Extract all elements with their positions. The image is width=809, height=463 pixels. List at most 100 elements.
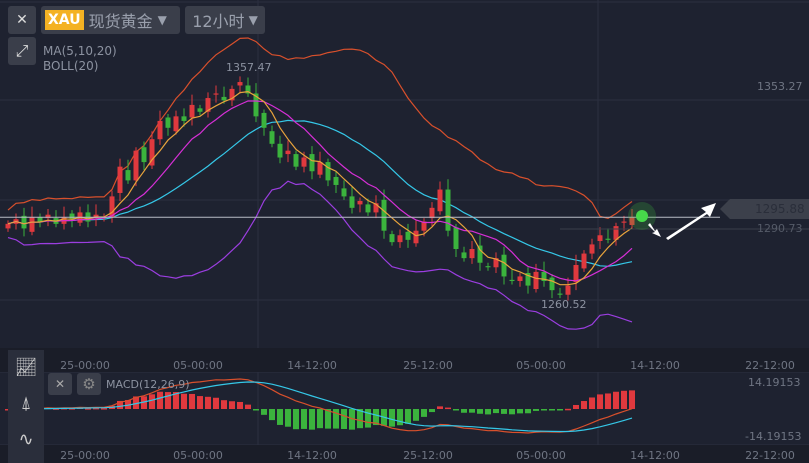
candle-body — [181, 116, 187, 121]
macd-histogram-bar — [309, 409, 315, 430]
expand-button[interactable]: ⤢ — [8, 37, 36, 65]
candle-body — [333, 176, 339, 185]
ma5-line — [7, 90, 633, 286]
candle-body — [437, 189, 443, 212]
candle-body — [525, 273, 531, 286]
macd-histogram-bar — [349, 409, 355, 430]
candle-body — [29, 216, 35, 232]
macd-close-button[interactable]: ✕ — [48, 373, 72, 395]
macd-histogram-bar — [365, 409, 371, 428]
indicator-chart-icon[interactable]: 📈︎ — [14, 357, 38, 378]
candle-body — [261, 112, 267, 128]
candle-body — [269, 131, 275, 144]
symbol-badge: XAU — [45, 10, 84, 30]
symbol-selector[interactable]: XAU 现货黄金 ▼ — [41, 6, 180, 34]
candle-body — [69, 213, 75, 220]
macd-histogram-bar — [485, 409, 491, 415]
macd-settings-gear-icon[interactable]: ⚙ — [77, 373, 101, 395]
macd-histogram-bar — [133, 396, 139, 409]
candle-body — [301, 157, 307, 167]
macd-histogram-bar — [429, 409, 435, 413]
candle-body — [293, 154, 299, 167]
price-axis-top: 1353.27 — [757, 80, 803, 93]
candle-body — [397, 235, 403, 243]
candle-body — [621, 221, 627, 223]
trend-up-arrow-icon — [666, 203, 716, 240]
drawing-compass-icon[interactable]: ⍋ — [20, 393, 32, 414]
candle-body — [405, 231, 411, 240]
macd-histogram-bar — [613, 391, 619, 409]
macd-dif-line — [7, 378, 633, 434]
chevron-down-icon: ▼ — [248, 13, 258, 27]
macd-histogram-bar — [373, 409, 379, 426]
macd-histogram-bar — [421, 409, 427, 417]
symbol-name: 现货黄金 — [88, 12, 153, 31]
candle-body — [357, 200, 363, 205]
candle-body — [429, 207, 435, 219]
macd-histogram-bar — [597, 394, 603, 409]
ma10-line — [7, 100, 633, 282]
macd-axis-bottom: -14.19153 — [745, 430, 802, 443]
macd-histogram-bar — [477, 409, 483, 414]
macd-histogram-bar — [605, 393, 611, 409]
candle-body — [477, 245, 483, 263]
macd-histogram-bar — [229, 401, 235, 409]
macd-histogram-bar — [437, 406, 443, 409]
candle-body — [501, 254, 507, 277]
candle-body — [45, 214, 51, 219]
macd-histogram-bar — [389, 409, 395, 427]
macd-histogram-bar — [157, 391, 163, 409]
candle-body — [309, 154, 315, 172]
current-price: 1295.88 — [755, 202, 805, 216]
macd-histogram-bar — [253, 409, 259, 411]
tool-sidebar: 📈︎ ⍋ ∿ — [8, 350, 44, 463]
macd-histogram-bar — [189, 393, 195, 409]
macd-histogram-bar — [93, 407, 99, 410]
macd-histogram-bar — [469, 409, 475, 413]
macd-histogram-bar — [301, 409, 307, 429]
macd-histogram-bar — [117, 400, 123, 409]
candle-body — [341, 188, 347, 197]
macd-histogram-bar — [325, 409, 331, 429]
time-label: 14-12:00 — [287, 449, 337, 462]
candle-body — [237, 82, 243, 86]
macd-histogram-bar — [533, 409, 539, 411]
candle-body — [245, 85, 251, 94]
time-label: 25-00:00 — [60, 449, 110, 462]
time-label: 14-12:00 — [287, 359, 337, 372]
macd-histogram-bar — [285, 409, 291, 427]
candle-body — [189, 104, 195, 118]
candle-body — [453, 227, 459, 249]
chevron-down-icon: ▼ — [157, 13, 167, 27]
macd-histogram-bar — [557, 409, 563, 411]
candle-body — [253, 93, 259, 117]
macd-histogram-bar — [517, 409, 523, 414]
candle-body — [597, 235, 603, 241]
candle-body — [573, 265, 579, 283]
candle-body — [5, 223, 11, 229]
macd-histogram-bar — [541, 409, 547, 411]
macd-histogram-bar — [165, 392, 171, 409]
macd-dea-line — [7, 381, 633, 433]
expand-icon: ⤢ — [15, 41, 29, 60]
macd-axis-top: 14.19153 — [748, 376, 801, 389]
time-label: 05-00:00 — [516, 449, 566, 462]
candle-body — [109, 196, 115, 217]
pulse-icon[interactable]: ∿ — [18, 429, 34, 450]
prev-price: 1290.73 — [757, 222, 803, 235]
candle-body — [389, 234, 395, 243]
candle-body — [381, 199, 387, 231]
candle-body — [461, 252, 467, 259]
candle-body — [317, 162, 323, 175]
candle-body — [533, 271, 539, 290]
time-axis-band — [0, 348, 809, 372]
candle-body — [205, 98, 211, 112]
time-label: 25-00:00 — [60, 359, 110, 372]
close-button[interactable]: ✕ — [8, 6, 36, 34]
macd-histogram-bar — [269, 409, 275, 421]
period-selector[interactable]: 12小时 ▼ — [185, 6, 265, 34]
macd-histogram-bar — [525, 409, 531, 414]
candle-body — [421, 221, 427, 231]
current-price-tag — [720, 199, 809, 219]
